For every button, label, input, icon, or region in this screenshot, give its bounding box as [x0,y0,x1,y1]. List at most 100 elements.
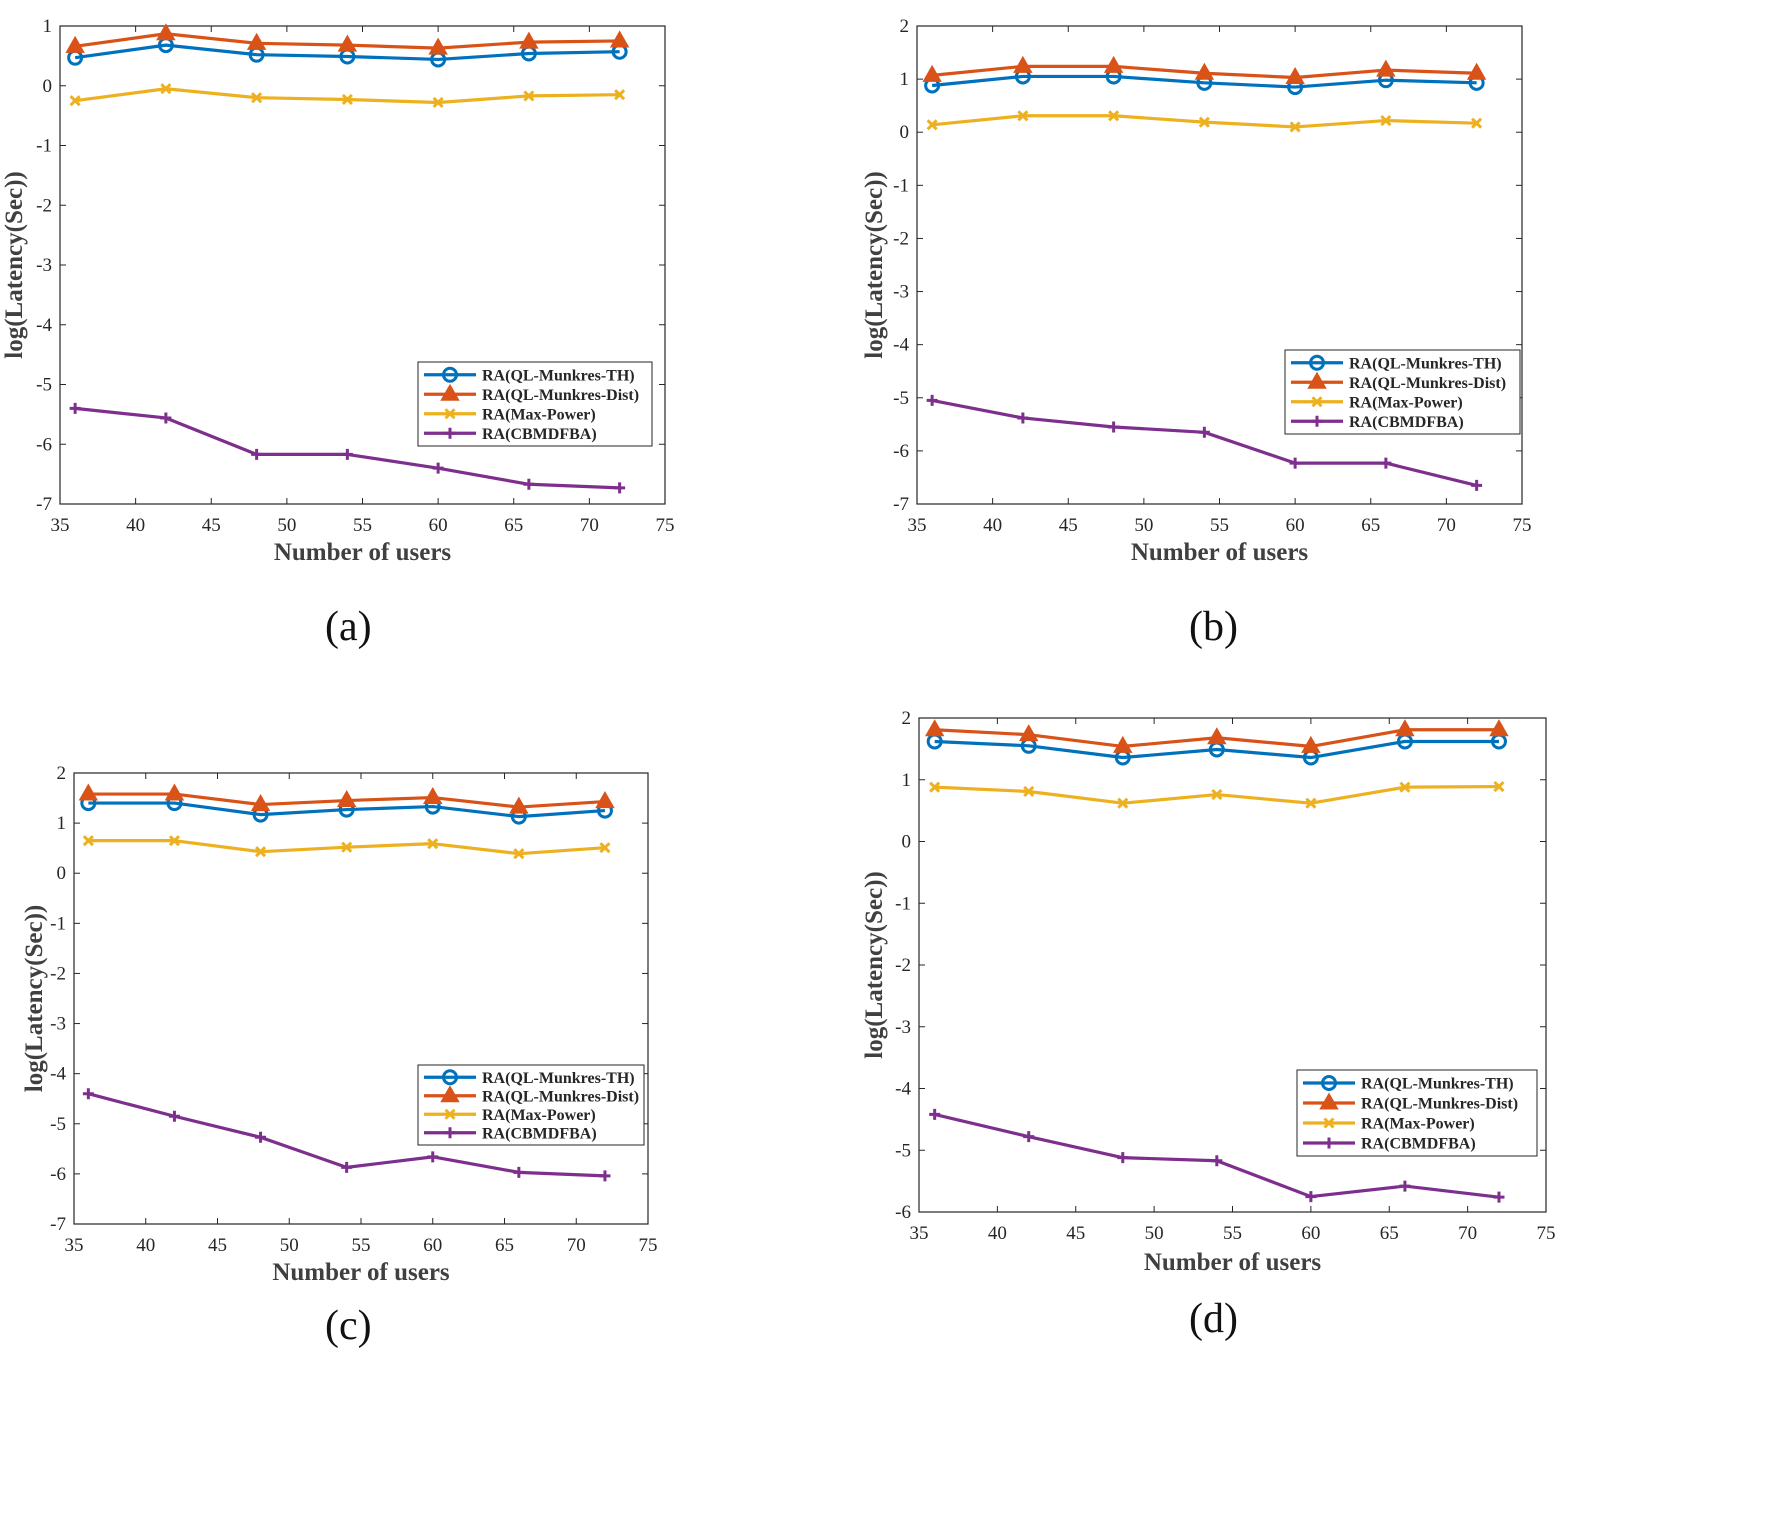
legend: RA(QL-Munkres-TH)RA(QL-Munkres-Dist)RA(M… [417,1064,645,1146]
x-axis-title: Number of users [1131,539,1309,566]
x-tick-label: 45 [208,1235,227,1256]
legend-marker [1311,415,1323,427]
x-tick-label: 55 [352,1235,371,1256]
data-point [1108,421,1120,433]
series-3 [926,110,1483,133]
data-point [65,35,85,53]
data-point [609,30,630,48]
data-point [255,1131,267,1143]
legend-marker [1323,1137,1335,1149]
y-tick-label: -5 [36,375,52,396]
legend-label: RA(QL-Munkres-TH) [1361,1076,1514,1093]
data-point [1113,735,1133,753]
chart-panel-d: 35 40 45 50 55 60 65 70 75 2 1 0 -1 -2 -3 -4 -5 -6 Number … [861,708,1556,1276]
data-point [1489,719,1509,737]
y-tick-label: -5 [893,388,909,409]
y-tick-label: -6 [893,441,909,462]
data-point [513,848,525,860]
x-tick-label: 75 [1513,515,1532,536]
y-tick-label: -7 [893,494,909,515]
data-point [156,23,176,41]
legend-label: RA(QL-Munkres-Dist) [482,387,639,404]
series-line [88,801,606,819]
y-tick-label: 1 [900,69,910,90]
data-point [1380,114,1392,127]
series-2 [78,783,615,814]
y-tick-label: -4 [895,1079,911,1100]
legend-label: RA(QL-Munkres-TH) [1349,355,1502,372]
data-point [1023,785,1035,798]
legend: RA(QL-Munkres-TH)RA(QL-Munkres-Dist)RA(M… [1296,1069,1538,1157]
data-point [1211,1155,1223,1167]
data-point [69,402,81,414]
x-tick-label: 45 [1066,1223,1085,1244]
data-point [160,83,172,95]
data-point [523,90,535,102]
x-tick-label: 60 [1286,515,1305,536]
y-tick-label: -2 [36,195,52,216]
y-tick-label: -3 [50,1014,66,1035]
legend-marker [442,1069,458,1086]
legend-marker [1309,354,1325,371]
legend-marker [444,408,456,420]
y-tick-label: 2 [57,763,67,784]
data-point [1285,67,1305,85]
x-tick-label: 40 [136,1235,155,1256]
legend-marker [442,366,458,383]
x-tick-label: 60 [429,515,448,536]
y-tick-label: 1 [57,813,67,834]
x-tick-label: 65 [504,515,523,536]
x-tick-label: 55 [353,515,372,536]
x-tick-label: 40 [126,515,145,536]
series-3 [82,835,611,860]
data-point [1289,121,1301,133]
data-point [614,482,626,494]
data-point [1198,116,1210,128]
y-axis-title: log(Latency(Sec)) [1,171,28,358]
series-2 [922,55,1487,85]
data-point [1017,412,1029,424]
x-tick-label: 35 [908,515,927,536]
legend-marker [444,1127,456,1139]
data-point [924,719,945,737]
data-point [1013,55,1033,73]
data-point [1194,62,1215,80]
y-tick-label: 1 [902,770,912,791]
y-tick-label: -1 [893,175,909,196]
caption-b: (b) [1189,604,1238,650]
series-line [931,74,1477,89]
data-point [1376,59,1396,77]
y-tick-label: -6 [36,434,52,455]
data-point [929,781,941,793]
y-tick-label: 0 [900,122,910,143]
data-point [1399,781,1411,793]
y-tick-label: 0 [43,76,53,97]
data-point [427,1151,439,1163]
x-tick-label: 40 [983,515,1002,536]
data-point [432,462,444,474]
data-point [432,96,444,109]
caption-c: (c) [325,1303,372,1349]
y-tick-label: -2 [50,963,66,984]
y-axis-title: log(Latency(Sec)) [861,871,888,1058]
y-tick-label: 2 [902,708,912,729]
legend-label: RA(Max-Power) [1361,1116,1475,1133]
data-point [82,835,94,847]
data-point [1207,727,1227,745]
x-axis-title: Number of users [1144,1249,1322,1276]
data-point [427,838,439,850]
x-tick-label: 60 [1301,1223,1320,1244]
y-tick-label: -6 [895,1202,911,1223]
y-tick-label: -5 [895,1140,911,1161]
series-2 [65,23,630,55]
legend-label: RA(QL-Munkres-TH) [482,367,635,384]
legend: RA(QL-Munkres-TH)RA(QL-Munkres-Dist)RA(M… [1284,349,1521,435]
chart-panel-a: 35 40 45 50 55 60 65 70 75 1 0 -1 -2 -3 -4 -5 -6 -7 Number… [1,16,675,566]
x-tick-label: 65 [1361,515,1380,536]
legend-marker [1307,371,1327,389]
legend-marker [1319,1092,1339,1110]
data-point [337,34,358,52]
y-tick-label: -3 [895,1017,911,1038]
data-point [1017,110,1029,122]
y-tick-label: -4 [50,1064,66,1085]
